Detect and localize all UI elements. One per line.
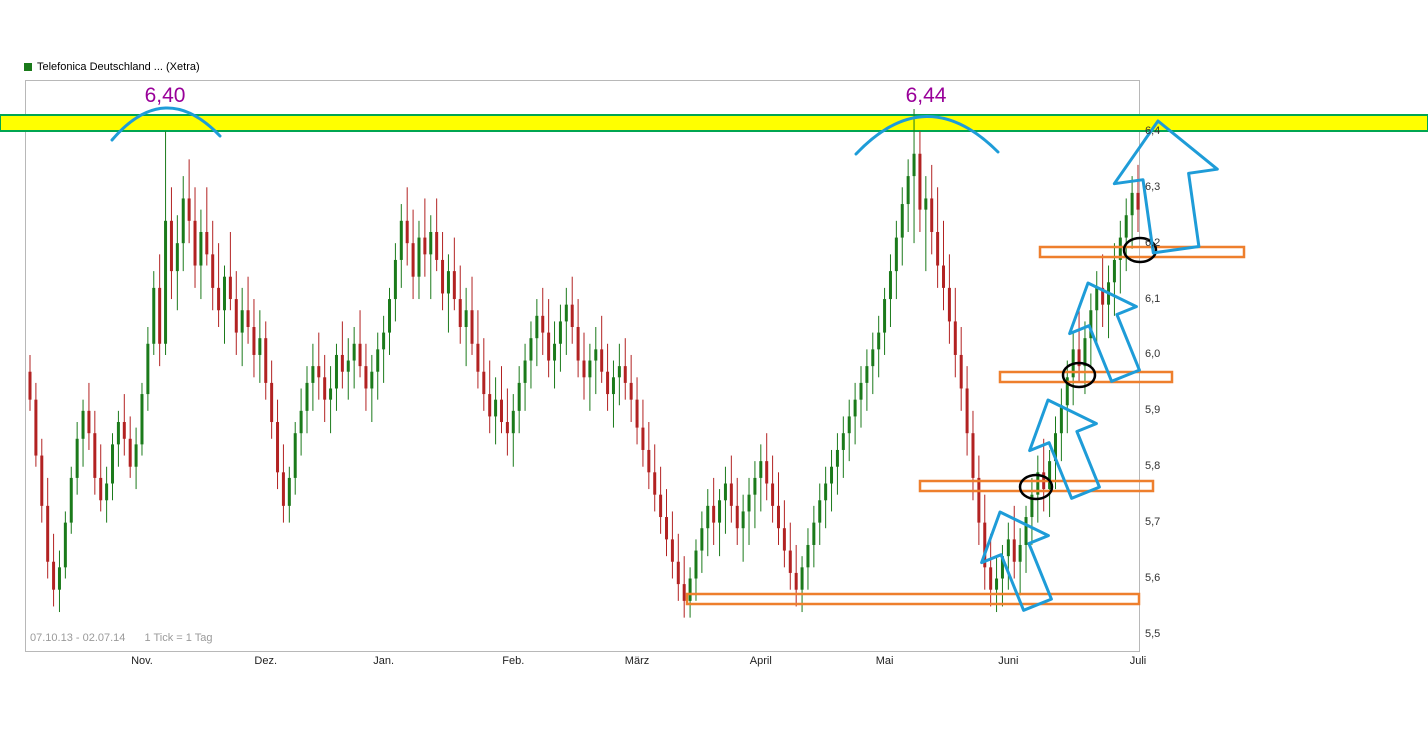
legend-marker-icon — [24, 63, 32, 71]
peak-annotation-label-644: 6,44 — [905, 84, 947, 107]
date-range-label: 07.10.13 - 02.07.14 — [30, 632, 126, 644]
legend: Telefonica Deutschland ... (Xetra) — [24, 61, 200, 73]
legend-label: Telefonica Deutschland ... (Xetra) — [37, 61, 200, 73]
tick-interval-label: 1 Tick = 1 Tag — [144, 632, 213, 644]
peak-annotation-label-640: 6,40 — [144, 84, 186, 107]
chart-footer: 07.10.13 - 02.07.14 1 Tick = 1 Tag — [30, 632, 228, 644]
